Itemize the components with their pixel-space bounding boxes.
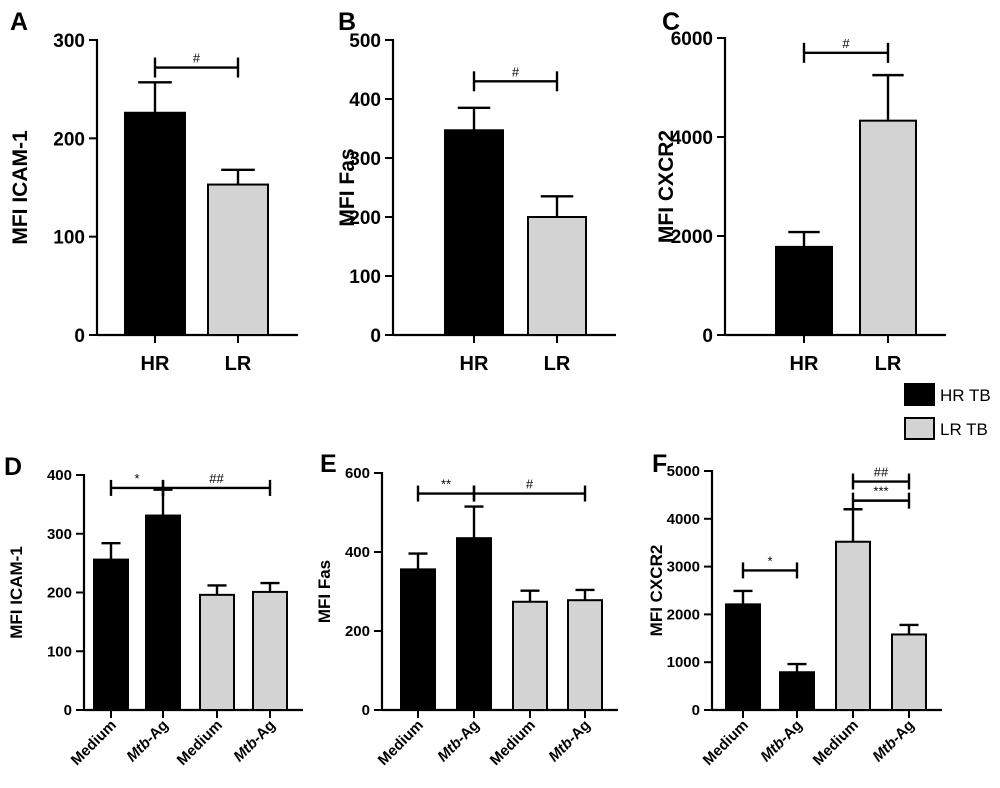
y-tick-label: 400 xyxy=(47,467,72,484)
x-tick-label: Medium xyxy=(174,717,226,769)
x-tick-label: Medium xyxy=(810,717,862,769)
y-axis-label: MFI ICAM-1 xyxy=(7,546,26,639)
panel-b: B MFI Fas 0 100 200 300 400 500 HR LR # xyxy=(336,8,616,375)
y-tick-label: 0 xyxy=(362,702,370,719)
x-tick-label: Medium xyxy=(700,717,752,769)
bar xyxy=(207,183,269,336)
bar xyxy=(725,603,761,711)
y-tick-label: 200 xyxy=(345,623,370,640)
y-axis-label: MFI ICAM-1 xyxy=(9,130,32,245)
legend-label-lr: LR TB xyxy=(940,420,988,439)
significance-label: # xyxy=(526,477,534,492)
significance-label: *** xyxy=(873,484,888,499)
y-tick-label: 1000 xyxy=(667,654,700,671)
y-axis-label: MFI CXCR2 xyxy=(647,545,666,637)
significance-label: * xyxy=(134,471,139,486)
bar xyxy=(512,600,548,712)
y-tick-label: 300 xyxy=(47,526,72,543)
significance-label: ## xyxy=(874,465,889,480)
x-tick-label: LR xyxy=(225,353,252,375)
y-tick-label: 500 xyxy=(349,31,381,52)
y-tick-label: 2000 xyxy=(671,227,713,248)
y-tick-label: 400 xyxy=(345,544,370,561)
legend-swatch-hr xyxy=(904,383,935,406)
y-tick-label: 300 xyxy=(53,31,85,52)
panel-letter: D xyxy=(4,453,22,481)
x-tick-label: Mtb-Ag xyxy=(869,717,918,766)
significance-label: # xyxy=(512,64,520,79)
y-tick-label: 400 xyxy=(349,90,381,111)
x-tick-label: Medium xyxy=(487,717,539,769)
x-tick-label: LR xyxy=(544,353,571,375)
y-tick-label: 0 xyxy=(370,326,381,347)
significance-label: # xyxy=(842,36,850,51)
y-axis-label: MFI CXCR2 xyxy=(655,130,678,243)
significance-label: ** xyxy=(441,477,451,492)
y-axis-label: MFI Fas xyxy=(336,148,359,226)
y-tick-label: 0 xyxy=(74,326,85,347)
y-tick-label: 0 xyxy=(702,326,713,347)
x-tick-label: HR xyxy=(460,353,489,375)
panel-a: A MFI ICAM-1 0 100 200 300 HR LR # xyxy=(9,8,298,375)
y-tick-label: 5000 xyxy=(667,463,700,480)
bar xyxy=(400,568,436,711)
y-tick-label: 200 xyxy=(53,129,85,150)
bar xyxy=(252,590,288,711)
x-tick-label: HR xyxy=(790,353,819,375)
y-tick-label: 100 xyxy=(53,228,85,249)
bar xyxy=(775,245,833,336)
legend-label-hr: HR TB xyxy=(940,386,991,405)
panel-c: C MFI CXCR2 0 2000 4000 6000 HR LR # xyxy=(655,8,946,375)
y-tick-label: 200 xyxy=(47,585,72,602)
significance-label: ## xyxy=(209,471,224,486)
x-tick-label: HR xyxy=(141,353,170,375)
y-tick-label: 100 xyxy=(349,267,381,288)
bar xyxy=(124,111,186,337)
bar xyxy=(444,129,504,336)
x-tick-label: LR xyxy=(875,353,902,375)
x-tick-label: Mtb-Ag xyxy=(230,717,279,766)
y-tick-label: 100 xyxy=(47,643,72,660)
x-tick-label: Mtb-Ag xyxy=(757,717,806,766)
y-tick-label: 600 xyxy=(345,465,370,482)
bar xyxy=(859,119,917,337)
panel-letter: E xyxy=(320,450,337,478)
x-tick-label: Mtb-Ag xyxy=(545,717,594,766)
panel-letter: B xyxy=(338,8,356,36)
y-tick-label: 300 xyxy=(349,149,381,170)
y-tick-label: 6000 xyxy=(671,29,713,50)
y-tick-label: 0 xyxy=(64,702,72,719)
bar xyxy=(835,540,871,712)
bar xyxy=(891,633,927,712)
legend: HR TB LR TB xyxy=(904,383,991,440)
x-tick-label: Mtb-Ag xyxy=(434,717,483,766)
legend-swatch-lr xyxy=(904,417,935,440)
y-axis-label: MFI Fas xyxy=(315,560,334,623)
panel-letter: A xyxy=(10,8,28,36)
bar xyxy=(779,671,815,711)
bar xyxy=(456,537,492,711)
y-tick-label: 0 xyxy=(692,702,700,719)
bar xyxy=(199,593,235,711)
bar xyxy=(93,558,129,711)
panel-letter: F xyxy=(652,450,667,478)
y-tick-label: 4000 xyxy=(667,511,700,528)
x-tick-label: Mtb-Ag xyxy=(123,717,172,766)
y-tick-label: 2000 xyxy=(667,606,700,623)
x-tick-label: Medium xyxy=(68,717,120,769)
bar xyxy=(145,514,181,711)
y-tick-label: 3000 xyxy=(667,559,700,576)
bar xyxy=(567,599,603,711)
panel-letter: C xyxy=(662,8,680,36)
y-tick-label: 4000 xyxy=(671,128,713,149)
x-tick-label: Medium xyxy=(375,717,427,769)
bar xyxy=(527,216,587,336)
y-tick-label: 200 xyxy=(349,208,381,229)
significance-label: # xyxy=(193,51,201,66)
significance-label: * xyxy=(767,553,772,568)
